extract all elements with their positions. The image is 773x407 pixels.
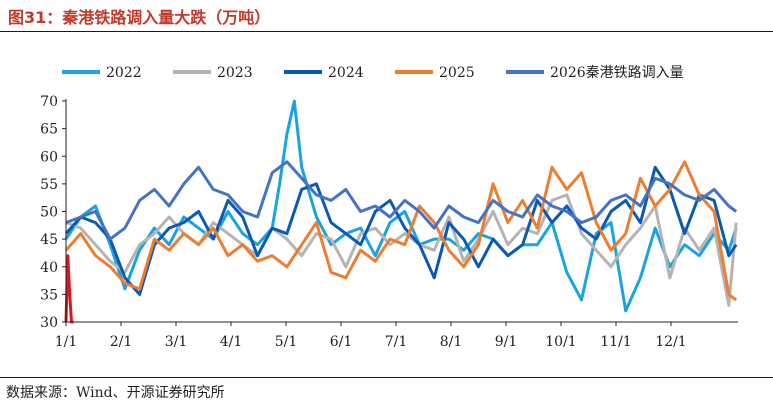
- legend-label: 2026秦港铁路调入量: [550, 65, 684, 81]
- y-tick-label: 45: [40, 232, 58, 248]
- y-tick-label: 65: [40, 122, 58, 138]
- series-line-1: [65, 193, 738, 307]
- series-layer: [64, 99, 738, 324]
- x-tick-label: 12/1: [655, 334, 686, 350]
- x-tick-label: 6/1: [330, 334, 353, 350]
- legend: 2022 2023 2024 2025 2026秦港铁路调入量: [62, 65, 684, 81]
- series-line-3: [64, 160, 738, 302]
- line-chart: 2022 2023 2024 2025 2026秦港铁路调入量 30 35 40 45 50 55…: [40, 65, 738, 350]
- x-tick-label: 7/1: [385, 334, 408, 350]
- y-tick-label: 50: [40, 205, 58, 221]
- x-tick-label: 1/1: [55, 334, 78, 350]
- title-rule: [0, 31, 773, 32]
- axes-layer: 30 35 40 45 50 55 60 65 70 1/1 2/1 3/1 4/1 5/1 6/1 7/1 8…: [40, 94, 738, 350]
- legend-label: 2024: [328, 65, 364, 81]
- series-line-4: [65, 160, 738, 241]
- x-tick-label: 2/1: [110, 334, 133, 350]
- y-tick-label: 40: [40, 260, 58, 276]
- x-tick-label: 4/1: [220, 334, 243, 350]
- x-tick-label: 9/1: [495, 334, 518, 350]
- x-tick-label: 3/1: [165, 334, 188, 350]
- y-tick-label: 70: [40, 94, 58, 110]
- x-tick-label: 10/1: [545, 334, 576, 350]
- series-line-0: [64, 99, 738, 313]
- source-rule: [0, 377, 773, 378]
- legend-label: 2025: [439, 65, 475, 81]
- source-note: 数据来源：Wind、开源证券研究所: [6, 385, 225, 401]
- series-line-2: [64, 165, 738, 296]
- y-tick-label: 60: [40, 149, 58, 165]
- legend-label: 2022: [106, 65, 142, 81]
- x-tick-label: 5/1: [275, 334, 298, 350]
- y-tick-label: 55: [40, 177, 58, 193]
- y-tick-label: 30: [40, 315, 58, 331]
- series-line-5: [64, 254, 74, 324]
- x-tick-label: 8/1: [440, 334, 463, 350]
- legend-label: 2023: [217, 65, 253, 81]
- y-tick-label: 35: [40, 287, 58, 303]
- x-tick-label: 11/1: [600, 334, 631, 350]
- figure-title: 图31：秦港铁路调入量大跌（万吨）: [8, 8, 271, 27]
